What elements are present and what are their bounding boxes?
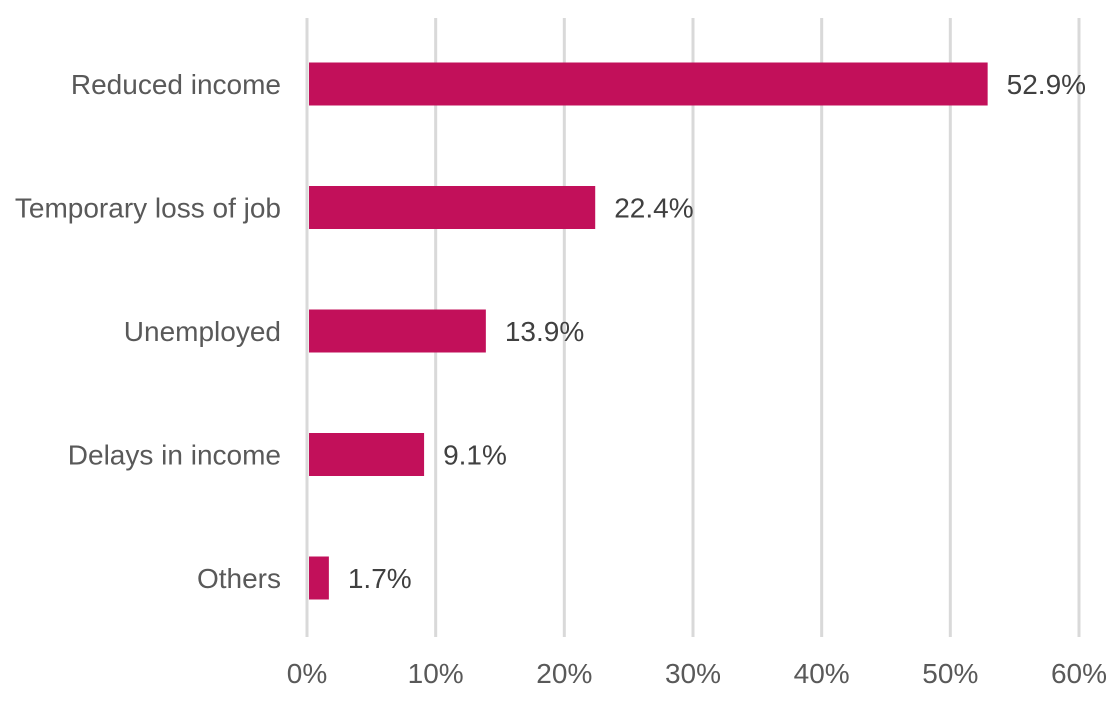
data-label: 9.1%: [443, 440, 507, 471]
bar: [309, 309, 486, 353]
x-tick-label: 40%: [794, 658, 850, 689]
x-tick-label: 60%: [1051, 658, 1107, 689]
gridlines: [305, 18, 1081, 637]
x-tick-label: 10%: [408, 658, 464, 689]
category-label: Reduced income: [71, 69, 281, 100]
data-label: 1.7%: [348, 563, 412, 594]
bar: [309, 62, 988, 106]
bars: [309, 62, 988, 600]
bar: [309, 186, 596, 229]
category-label: Temporary loss of job: [15, 193, 281, 224]
category-label: Others: [197, 563, 281, 594]
x-tick-label: 0%: [287, 658, 327, 689]
labels: 0% 10% 20% 30% 40% 50% 60% Reduced income 52.9% T…: [15, 69, 1107, 689]
category-label: Delays in income: [68, 440, 281, 471]
data-label: 52.9%: [1007, 69, 1086, 100]
x-tick-label: 50%: [922, 658, 978, 689]
bar: [309, 433, 425, 476]
x-tick-label: 20%: [536, 658, 592, 689]
data-label: 13.9%: [505, 316, 584, 347]
x-tick-label: 30%: [665, 658, 721, 689]
category-label: Unemployed: [124, 316, 281, 347]
data-label: 22.4%: [614, 193, 693, 224]
bar: [309, 556, 329, 600]
